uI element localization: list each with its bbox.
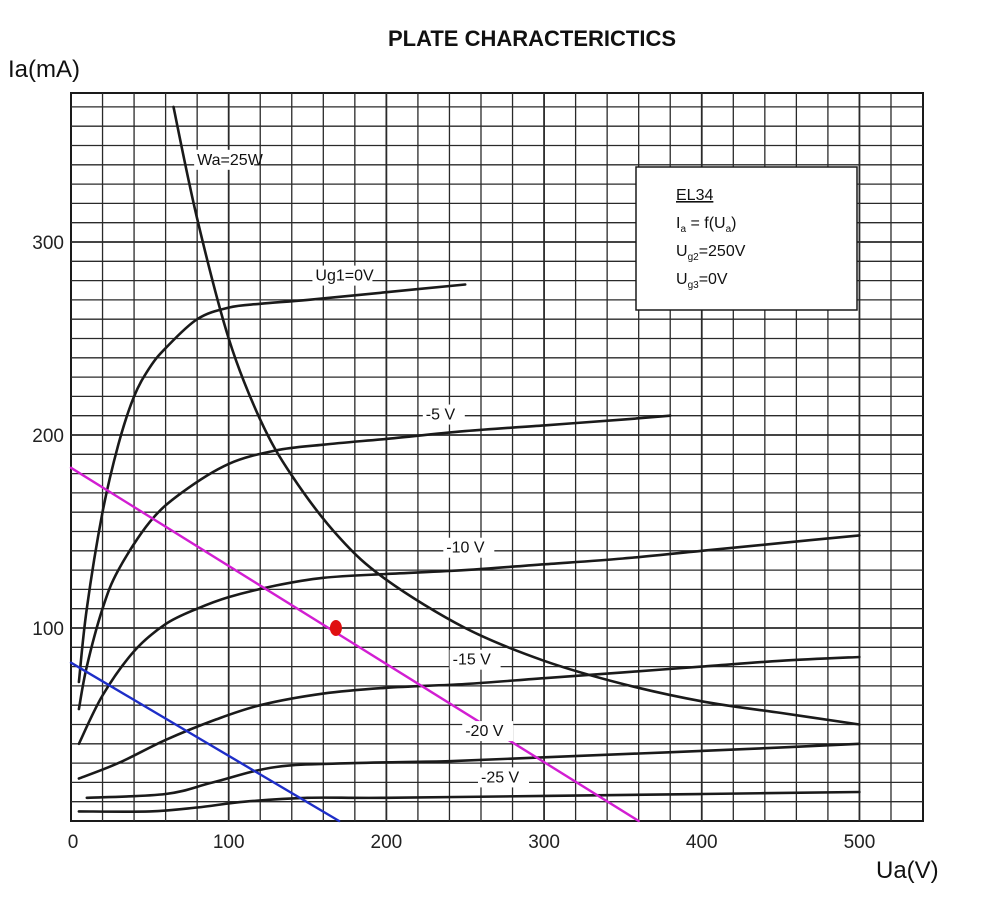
- curve-label-bg: [443, 537, 495, 558]
- curve-label: -25 V: [481, 769, 520, 786]
- y-axis-label: Ia(mA): [8, 56, 80, 83]
- x-tick-label: 100: [213, 832, 245, 853]
- curve-label: -20 V: [465, 723, 504, 740]
- series-line-4: [85, 742, 861, 800]
- x-tick-label: 0: [68, 832, 79, 853]
- x-tick-label: 200: [371, 832, 403, 853]
- curve-label: Ug1=0V: [315, 268, 374, 285]
- curve-label: -15 V: [453, 652, 492, 669]
- legend-frame: [635, 166, 858, 311]
- y-tick-label: 300: [32, 233, 64, 254]
- chart-title: PLATE CHARACTERICTICS: [388, 26, 676, 51]
- series-line-5: [77, 790, 861, 813]
- y-tick-label: 200: [32, 426, 64, 447]
- curve-label-bg: [312, 265, 373, 286]
- legend-relation: Ia = f(Ua): [676, 215, 736, 235]
- curve-labels: Ug1=0V -5 V -10 V -15 V -20 V -25 V Wa=25W: [194, 149, 529, 788]
- curve-label-bg: [194, 149, 255, 170]
- y-tick-label: 100: [32, 619, 64, 640]
- curves: [69, 105, 861, 823]
- curve-label-bg: [477, 767, 529, 788]
- series-line-6: [172, 105, 861, 726]
- series-line-2: [77, 534, 861, 746]
- series-line-0: [77, 283, 467, 684]
- series-line-7: [69, 466, 640, 823]
- series-line-8: [69, 661, 341, 823]
- curve-label-bg: [422, 404, 465, 425]
- x-tick-label: 400: [686, 832, 718, 853]
- curve-label: -5 V: [426, 407, 456, 424]
- legend-ug3: Ug3=0V: [676, 271, 728, 291]
- legend-tube: EL34: [676, 187, 713, 204]
- x-axis-label: Ua(V): [876, 857, 939, 884]
- series-line-1: [77, 414, 672, 711]
- tick-labels: 0 100 200 300 400 500 100 200 300: [32, 233, 875, 853]
- curve-label-bg: [462, 721, 514, 742]
- curve-label: -10 V: [446, 540, 485, 557]
- curve-label-bg: [449, 649, 501, 670]
- x-tick-label: 500: [844, 832, 876, 853]
- curve-label: Wa=25W: [197, 152, 264, 169]
- legend-box: EL34 Ia = f(Ua) Ug2=250V Ug3=0V: [635, 166, 858, 311]
- legend-ug2: Ug2=250V: [676, 243, 746, 263]
- series-line-3: [77, 655, 861, 780]
- x-tick-label: 300: [528, 832, 560, 853]
- operating-point-marker: [329, 620, 342, 636]
